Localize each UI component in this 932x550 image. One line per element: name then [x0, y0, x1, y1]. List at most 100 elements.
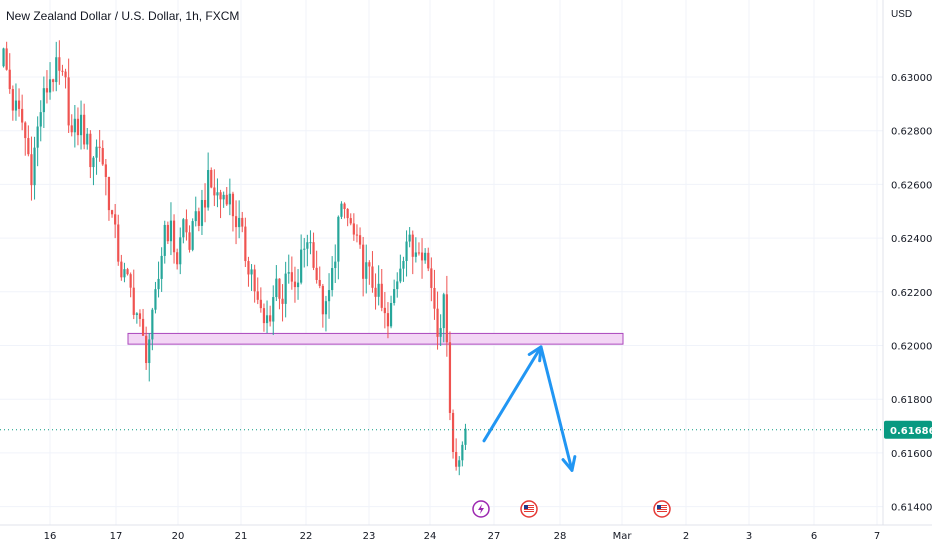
- candle: [179, 227, 182, 275]
- candle: [358, 227, 362, 249]
- candle: [8, 53, 11, 94]
- candle: [160, 247, 163, 292]
- candle: [197, 207, 200, 232]
- candle-body: [362, 244, 365, 279]
- candle: [138, 309, 142, 327]
- candle-body: [300, 249, 303, 283]
- price-axis-label: 0.61600: [891, 449, 932, 460]
- chart-title: New Zealand Dollar / U.S. Dollar, 1h, FX…: [6, 9, 240, 23]
- time-axis-label: 20: [172, 531, 185, 542]
- flag-stripe: [657, 511, 667, 512]
- candle-body: [420, 252, 424, 261]
- candle: [334, 244, 337, 283]
- time-axis[interactable]: 16 17 20 21 22 23 24 27 28 Mar 2 3 6 7: [0, 524, 932, 542]
- candle-body: [222, 194, 225, 200]
- candle: [451, 409, 455, 459]
- candle: [36, 116, 39, 167]
- candle-body: [24, 122, 27, 139]
- candle: [445, 275, 448, 357]
- candle: [104, 159, 107, 196]
- candle: [244, 217, 247, 268]
- candle: [76, 107, 80, 146]
- candle: [117, 214, 120, 266]
- candle: [250, 264, 253, 291]
- flag-stripe: [657, 507, 667, 508]
- candle: [157, 261, 160, 298]
- time-axis-label: 28: [554, 531, 567, 542]
- candle: [194, 196, 197, 227]
- candle-body: [414, 252, 417, 257]
- candle: [430, 257, 433, 302]
- candle-body: [439, 328, 442, 337]
- candle-body: [157, 278, 160, 290]
- candle-body: [83, 114, 86, 145]
- candle-body: [358, 235, 362, 245]
- candle-body: [86, 133, 89, 145]
- candle: [383, 292, 386, 329]
- projection-arrow[interactable]: [482, 345, 574, 472]
- candle: [123, 262, 126, 283]
- support-zone-layer: [127, 332, 624, 345]
- candle-body: [293, 281, 297, 288]
- grid: [0, 0, 883, 525]
- currency-label[interactable]: USD: [891, 9, 913, 20]
- candle: [79, 100, 83, 150]
- candle-body: [306, 242, 309, 249]
- candle: [52, 78, 55, 92]
- candle: [101, 140, 104, 166]
- us-flag-icon[interactable]: [520, 500, 538, 518]
- candle: [455, 438, 458, 471]
- projection-arrowhead-end: [561, 455, 577, 472]
- candle: [337, 215, 340, 280]
- candle-body: [8, 69, 11, 90]
- candle-body: [256, 291, 259, 300]
- candle: [98, 129, 101, 162]
- candle: [154, 281, 157, 314]
- candle-body: [346, 208, 349, 219]
- candle: [107, 176, 111, 221]
- us-flag-icon[interactable]: [653, 500, 671, 518]
- candle: [464, 423, 467, 450]
- candle: [349, 213, 352, 226]
- candle-body: [262, 308, 266, 324]
- candle-body: [408, 234, 411, 242]
- candle-body: [383, 307, 386, 314]
- candle-body: [334, 261, 337, 269]
- candle: [216, 178, 219, 208]
- candle-body: [278, 278, 281, 299]
- candle-body: [30, 154, 33, 186]
- flag-canton: [657, 505, 661, 509]
- candle: [386, 302, 390, 339]
- candle-body: [331, 268, 334, 291]
- candle-body: [14, 100, 18, 111]
- price-axis-label: 0.63000: [891, 73, 932, 84]
- candle: [269, 305, 272, 327]
- candle: [424, 248, 427, 264]
- candle-body: [27, 138, 30, 155]
- candle-body: [200, 199, 204, 226]
- candle-body: [436, 308, 439, 337]
- candle: [309, 230, 312, 255]
- candle-body: [179, 237, 182, 265]
- price-axis[interactable]: 0.63000 0.62800 0.62600 0.62400 0.62200 0.620…: [882, 0, 932, 525]
- candle-body: [154, 289, 157, 310]
- candle: [284, 261, 287, 318]
- candle-body: [451, 412, 455, 452]
- candle: [234, 200, 238, 245]
- candle: [145, 326, 148, 370]
- support-zone-rect[interactable]: [127, 332, 624, 345]
- candle: [21, 94, 24, 131]
- candle: [92, 156, 95, 186]
- candle: [393, 279, 396, 306]
- candle-body: [39, 112, 42, 127]
- candle: [365, 244, 368, 294]
- lightning-icon[interactable]: [472, 500, 490, 518]
- price-axis-label: 0.62200: [891, 288, 932, 299]
- candle-body: [315, 267, 318, 280]
- candle: [321, 283, 324, 328]
- candle-body: [259, 299, 262, 309]
- candle: [207, 152, 210, 211]
- candle: [296, 269, 300, 300]
- candle-body: [321, 285, 324, 315]
